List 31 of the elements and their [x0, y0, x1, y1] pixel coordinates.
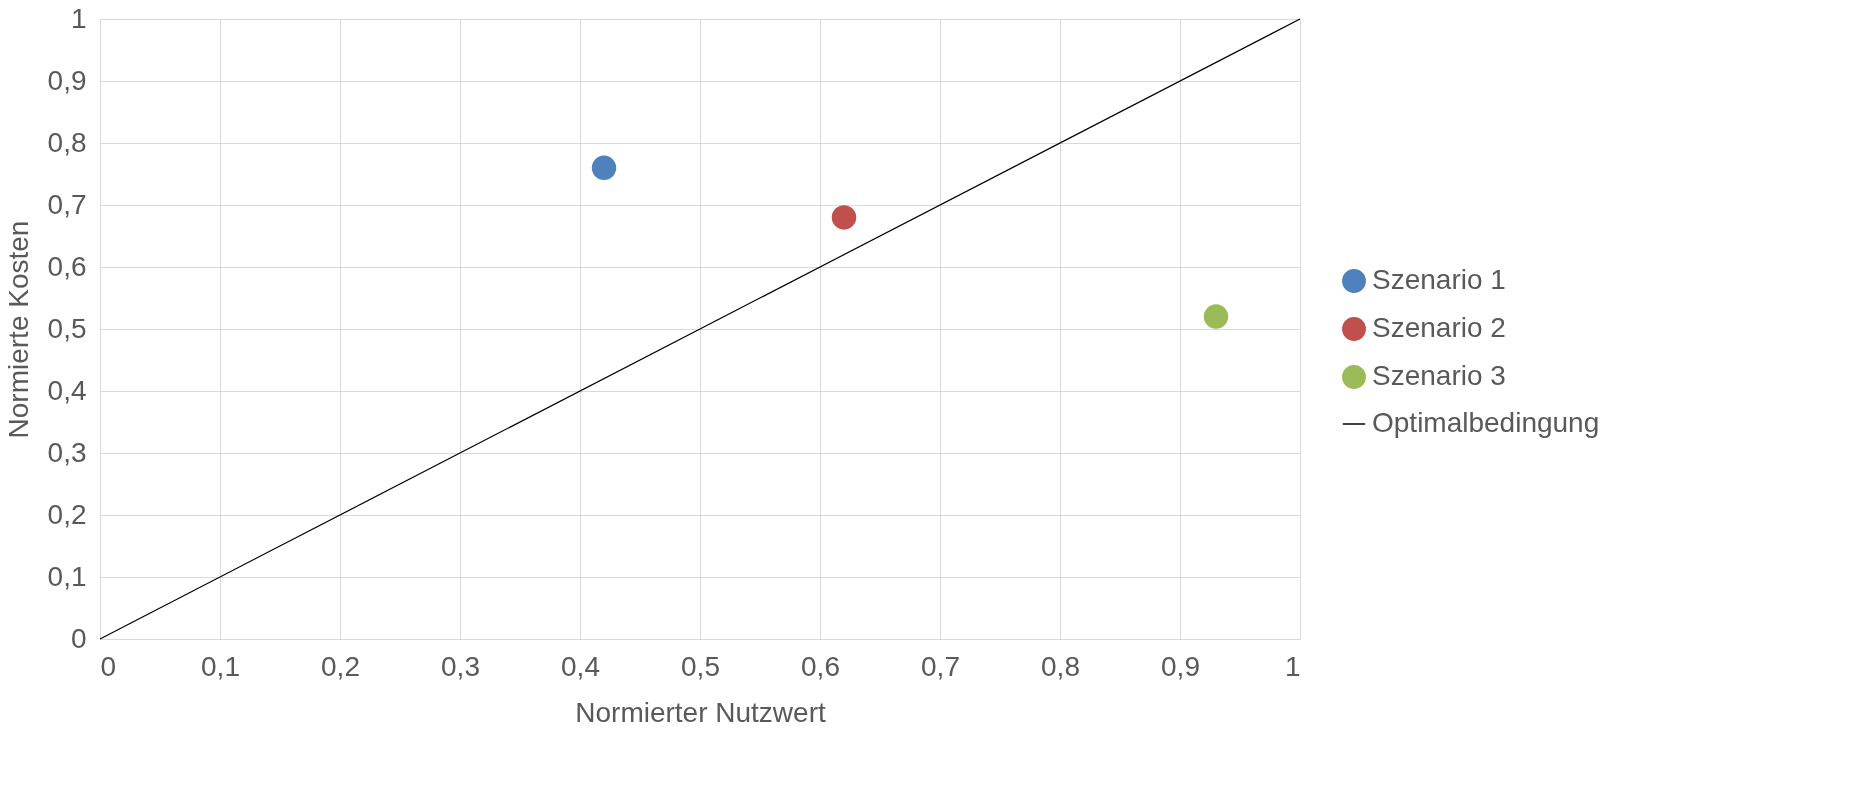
point [831, 205, 857, 230]
y-tick-label: 0,2 [47, 498, 87, 530]
x-tick-label: 0,8 [1041, 650, 1080, 682]
x-tick-label: 0 [100, 650, 117, 682]
y-tick-label: 0,5 [47, 312, 87, 344]
x-tick-label: 0,5 [681, 650, 720, 682]
x-tick-label: 0,9 [1161, 650, 1200, 682]
x-tick-label: 0,2 [321, 650, 360, 682]
legend-label: Szenario 2 [1372, 312, 1506, 343]
point [1203, 304, 1229, 329]
y-tick-label: 0,1 [47, 560, 87, 592]
x-tick-label: 1 [1284, 650, 1301, 682]
y-tick-label: 0,6 [47, 250, 87, 282]
x-tick-label: 0,3 [441, 650, 480, 682]
x-tick-label: 0,4 [561, 650, 600, 682]
y-tick-label: 0 [70, 622, 87, 654]
x-tick-label: 0,6 [801, 650, 840, 682]
x-tick-label: 0,1 [201, 650, 240, 682]
x-axis-title: Normierter Nutzwert [575, 696, 826, 728]
y-tick-label: 0,3 [47, 436, 87, 468]
x-tick-label: 0,7 [921, 650, 960, 682]
y-tick-label: 0,7 [47, 188, 87, 220]
y-tick-label: 0,4 [47, 374, 87, 406]
point [591, 155, 617, 181]
legend-label: Szenario 1 [1372, 264, 1506, 295]
y-tick-label: 0,8 [47, 126, 87, 158]
legend-label: Optimalbedingung [1372, 407, 1600, 438]
y-tick-label: 1 [70, 2, 87, 34]
legend-label: Szenario 3 [1372, 360, 1506, 391]
y-tick-label: 0,9 [47, 64, 87, 96]
y-axis-title: Normierte Kosten [2, 220, 34, 439]
